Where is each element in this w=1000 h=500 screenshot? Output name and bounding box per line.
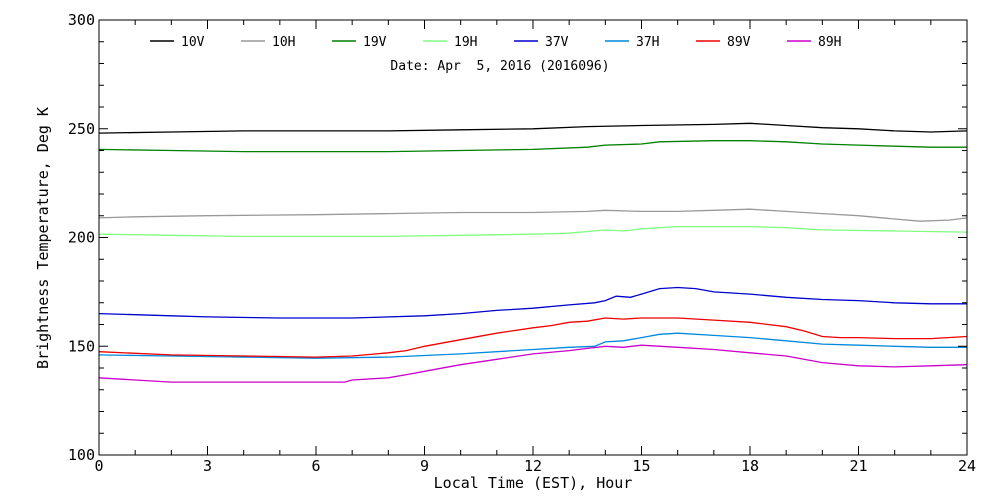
series-line-10v xyxy=(98,122,968,134)
series-line-89h xyxy=(98,344,968,383)
series-line-10h xyxy=(98,208,968,222)
series-line-37h xyxy=(98,332,967,359)
series-line-19h xyxy=(98,225,968,238)
x-tick-label: 9 xyxy=(420,457,429,475)
y-tick-label: 150 xyxy=(68,337,95,355)
legend-label-19h: 19H xyxy=(454,35,477,50)
x-tick-label: 21 xyxy=(849,457,867,475)
series-line-37v xyxy=(98,286,967,319)
date-label: Date: Apr 5, 2016 (2016096) xyxy=(390,59,609,74)
x-tick-label: 15 xyxy=(632,457,650,475)
x-tick-label: 18 xyxy=(741,457,759,475)
x-tick-label: 24 xyxy=(958,457,976,475)
legend-label-19v: 19V xyxy=(363,35,387,50)
legend-label-89v: 89V xyxy=(727,35,751,50)
y-tick-label: 100 xyxy=(68,446,95,464)
y-tick-label: 200 xyxy=(68,229,95,247)
axis-tick-labels: 0 3 6 9 12 15 18 21 24 100 150 200 250 300 xyxy=(68,11,976,475)
y-tick-label: 250 xyxy=(68,120,95,138)
legend-label-10h: 10H xyxy=(272,35,295,50)
y-tick-label: 300 xyxy=(68,11,95,29)
legend-label-37v: 37V xyxy=(545,35,569,50)
x-tick-label: 3 xyxy=(203,457,212,475)
series-line-19v xyxy=(98,140,967,153)
series-line-89v xyxy=(98,317,968,358)
x-tick-label: 12 xyxy=(524,457,542,475)
axis-ticks xyxy=(98,19,968,456)
x-tick-label: 0 xyxy=(94,457,103,475)
x-axis-title: Local Time (EST), Hour xyxy=(434,474,633,492)
legend: 10V 10H 19V 19H 37V 37H 89V 89H xyxy=(150,35,841,50)
plot-lines xyxy=(98,122,968,383)
x-tick-label: 6 xyxy=(311,457,320,475)
legend-label-89h: 89H xyxy=(818,35,841,50)
y-axis-title: Brightness Temperature, Deg K xyxy=(34,107,52,369)
legend-label-37h: 37H xyxy=(636,35,659,50)
legend-label-10v: 10V xyxy=(181,35,205,50)
